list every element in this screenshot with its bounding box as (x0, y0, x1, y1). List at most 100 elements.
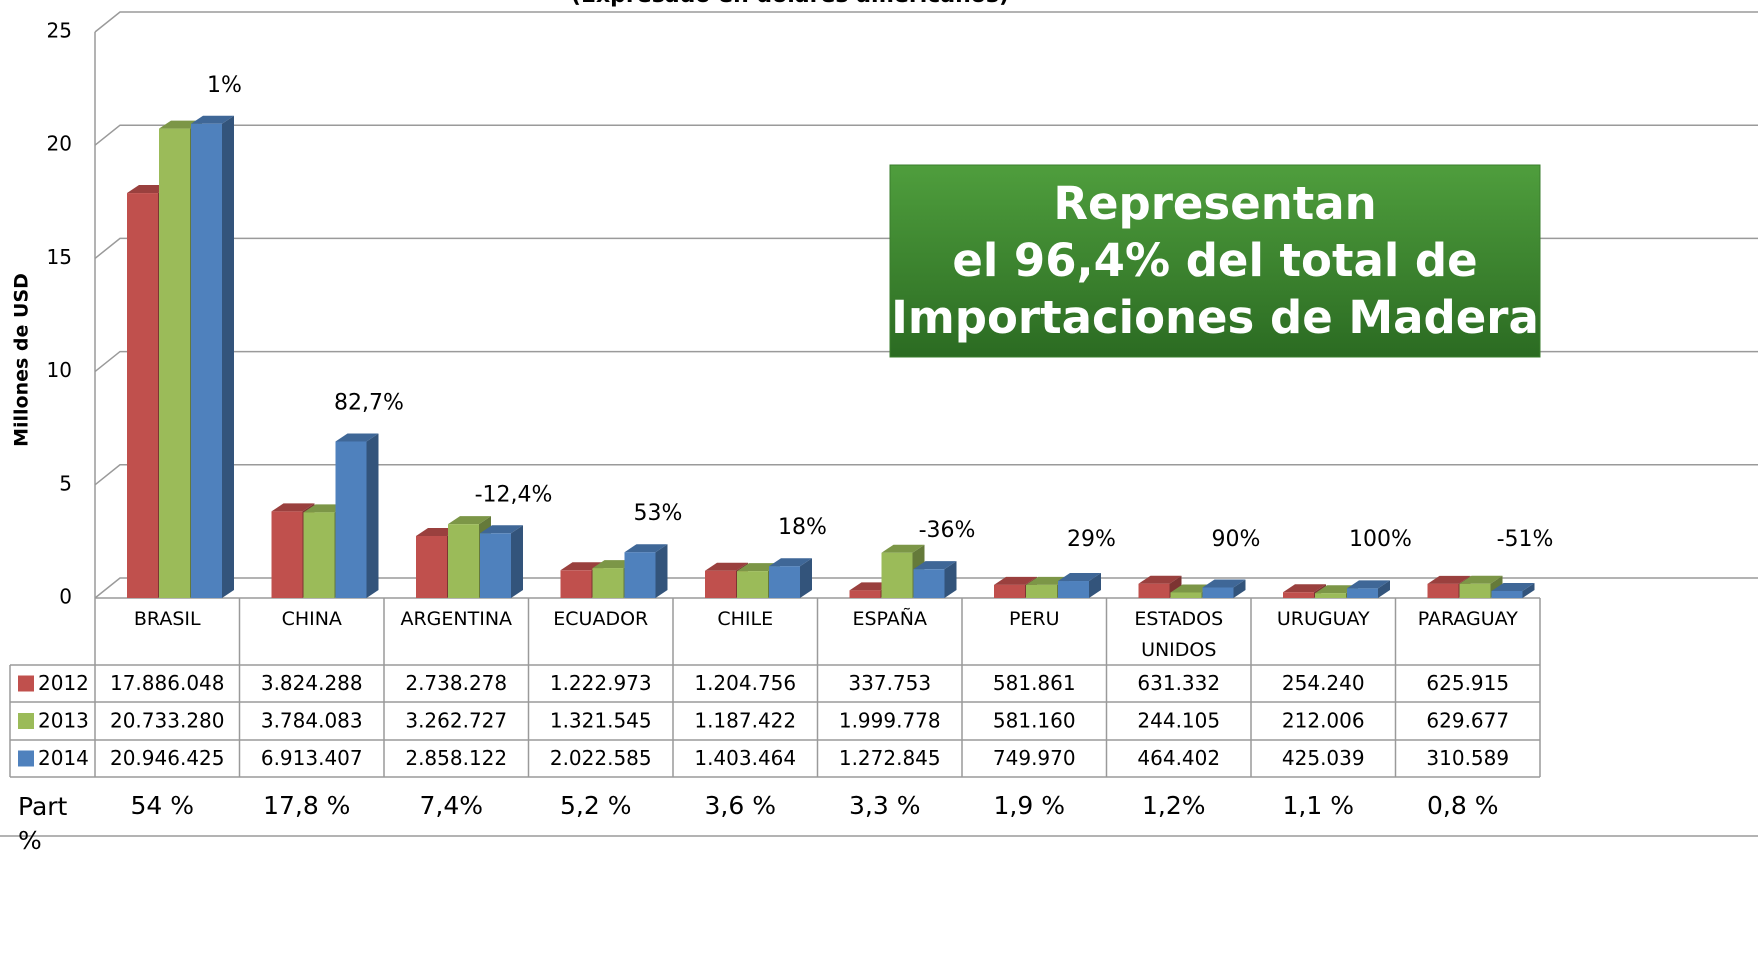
table-value: 1.272.845 (839, 746, 941, 770)
share-row-label: Part % (18, 792, 67, 855)
table-value: 1.187.422 (694, 709, 796, 733)
category-label: CHILE (717, 608, 773, 630)
bar-top (335, 433, 379, 442)
legend-label: 2013 (38, 709, 89, 733)
category-label: PARAGUAY (1418, 608, 1518, 630)
grid-line (94, 11, 1758, 33)
share-value: 1,2% (1142, 791, 1206, 820)
category-label: ARGENTINA (400, 608, 513, 630)
bar-side (511, 525, 523, 598)
growth-label: 18% (778, 515, 827, 540)
share-value: 54 % (130, 791, 194, 820)
bar (1202, 587, 1234, 598)
category-label: ESTADOS UNIDOS (1134, 608, 1224, 661)
table-value: 464.402 (1137, 746, 1220, 770)
share-value: 17,8 % (263, 791, 350, 820)
table-value: 581.861 (993, 671, 1076, 695)
bar-side (655, 544, 668, 598)
callout-line: el 96,4% del total de (952, 234, 1477, 287)
growth-label: 1% (207, 73, 242, 98)
y-tick-label: 15 (47, 245, 72, 269)
table-value: 254.240 (1282, 671, 1365, 695)
growth-label: 82,7% (334, 390, 404, 415)
table-value: 6.913.407 (261, 746, 363, 770)
bar-side (1378, 580, 1390, 598)
callout-line: Representan (1053, 177, 1376, 230)
bars: 1% 82,7% -12,4% 53% 18% -36% 29% 90% 100% -51% (127, 73, 1553, 598)
bar-top (1491, 582, 1535, 591)
table-value: 1.321.545 (550, 709, 652, 733)
legend-label: 2014 (38, 746, 89, 770)
bar (1459, 583, 1491, 598)
bar (1170, 592, 1202, 598)
grid-line (94, 577, 1758, 599)
bar (1315, 593, 1346, 598)
share-value: 1,1 % (1283, 791, 1354, 820)
category-label: URUGUAY (1276, 608, 1370, 630)
table-value: 244.105 (1137, 709, 1220, 733)
bar-top (1427, 575, 1471, 584)
share-value: 3,6 % (705, 791, 776, 820)
bar (1491, 590, 1523, 598)
share-value: 5,2 % (560, 791, 631, 820)
bar-top (624, 544, 668, 553)
bar (849, 590, 881, 598)
table-value: 3.262.727 (405, 709, 507, 733)
legend-swatch (18, 713, 34, 729)
bar-side (1522, 582, 1535, 598)
bar (560, 570, 592, 598)
y-tick-label: 25 (47, 19, 72, 43)
callout-line: Importaciones de Madera (891, 291, 1539, 344)
table-value: 20.946.425 (110, 746, 225, 770)
legend-label: 2012 (38, 671, 89, 695)
category-label: ECUADOR (553, 608, 649, 630)
bar-top (769, 558, 812, 567)
table-value: 17.886.048 (110, 671, 225, 695)
table-value: 1.204.756 (694, 671, 796, 695)
bar-side (1089, 573, 1101, 598)
bar (191, 123, 222, 598)
share-value: 7,4% (419, 791, 483, 820)
bar (1058, 581, 1089, 598)
legend-swatch (18, 750, 34, 767)
data-table: BRASIL CHINA ARGENTINA ECUADOR CHILE ESPAÑA PE… (0, 598, 1758, 855)
bar-top (1347, 580, 1390, 589)
bar (913, 569, 945, 598)
bar (416, 536, 447, 598)
grid-line (94, 124, 1758, 146)
bar (480, 533, 511, 598)
table-value: 212.006 (1282, 709, 1365, 733)
category-label: PERU (1008, 608, 1060, 630)
bar (303, 512, 335, 598)
table-value: 3.784.083 (261, 709, 363, 733)
legend-swatch (18, 675, 34, 692)
category-label: BRASIL (133, 608, 201, 630)
bar-top (1459, 575, 1503, 584)
bar (705, 570, 736, 598)
category-label: PERU (1008, 608, 1060, 630)
growth-label: 53% (634, 501, 683, 526)
table-value: 629.677 (1426, 709, 1509, 733)
bar (769, 566, 800, 598)
growth-label: -12,4% (475, 482, 553, 507)
bar (448, 524, 479, 598)
bar (624, 552, 656, 598)
growth-label: -51% (1497, 527, 1554, 552)
bar (1026, 584, 1057, 598)
bar (1347, 588, 1378, 598)
bar-side (800, 558, 812, 598)
category-label: URUGUAY (1276, 608, 1370, 630)
bar (592, 568, 624, 598)
y-axis-label: Millones de USD (11, 273, 33, 447)
bar (1138, 583, 1170, 598)
table-value: 2.738.278 (405, 671, 507, 695)
category-label: BRASIL (133, 608, 201, 630)
category-label: ESPAÑA (852, 608, 927, 630)
category-label: ARGENTINA (400, 608, 513, 630)
bar (159, 128, 190, 598)
table-value: 581.160 (993, 709, 1076, 733)
growth-label: -36% (919, 518, 976, 543)
table-value: 337.753 (848, 671, 931, 695)
